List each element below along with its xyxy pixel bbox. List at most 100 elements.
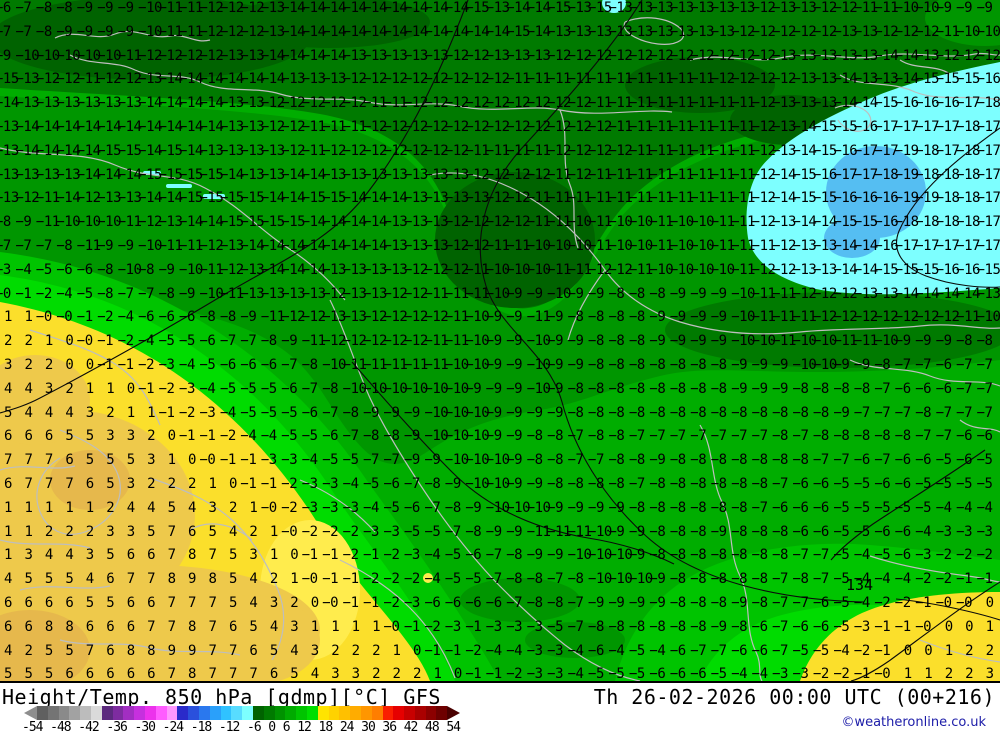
- temperature-value: −2: [813, 666, 829, 683]
- temperature-value: 7: [208, 547, 217, 564]
- temperature-value: −4: [260, 428, 277, 445]
- temperature-value: −11: [628, 166, 653, 183]
- temperature-value: −13: [485, 47, 510, 64]
- temperature-value: −8: [547, 595, 563, 611]
- temperature-value: −5: [444, 547, 461, 564]
- temperature-value: −6: [0, 0, 11, 16]
- temperature-value: −6: [731, 642, 748, 659]
- temperature-value: −6: [772, 499, 788, 516]
- temperature-value: −12: [363, 333, 387, 350]
- temperature-value: −8: [608, 380, 625, 397]
- temperature-value: −14: [322, 23, 346, 40]
- temperature-value: −11: [76, 238, 101, 254]
- temperature-value: −13: [219, 95, 244, 112]
- temperature-value: −5: [363, 476, 379, 492]
- temperature-value: 6: [44, 428, 53, 445]
- temperature-value: −13: [731, 0, 755, 16]
- temperature-value: −11: [465, 285, 490, 302]
- temperature-value: 1: [126, 404, 135, 421]
- temperature-value: −10: [404, 380, 428, 397]
- temperature-value: −12: [342, 71, 367, 88]
- temperature-value: −1: [138, 380, 154, 397]
- temperature-value: −14: [935, 285, 960, 302]
- temperature-value: −9: [567, 285, 584, 302]
- temperature-value: −15: [915, 261, 940, 278]
- temperature-value: −8: [833, 428, 850, 445]
- temperature-value: −12: [342, 95, 367, 112]
- copyright-link[interactable]: ©weatheronline.co.uk: [841, 715, 986, 730]
- temperature-value: −10: [976, 309, 1000, 326]
- temperature-value: −7: [792, 428, 809, 445]
- colorbar-cell: [350, 706, 361, 720]
- temperature-value: −9: [608, 499, 625, 516]
- temperature-value: 4: [4, 380, 12, 397]
- temperature-value: −9: [526, 404, 543, 421]
- temperature-value: −12: [935, 47, 960, 64]
- temperature-value: −8: [690, 618, 707, 635]
- temperature-colorbar: [24, 706, 461, 720]
- temperature-value: −12: [649, 47, 674, 64]
- temperature-value: −11: [751, 309, 776, 326]
- temperature-value: −9: [506, 523, 523, 540]
- temperature-value: −10: [526, 499, 551, 516]
- temperature-value: −10: [690, 214, 715, 231]
- colorbar-tick: 12: [297, 720, 312, 735]
- temperature-value: −3: [404, 547, 420, 564]
- temperature-value: 4: [24, 404, 33, 421]
- temperature-value: −11: [199, 261, 224, 278]
- colorbar-cell: [436, 706, 448, 720]
- temperature-value: −9: [833, 357, 850, 373]
- colorbar-cell: [69, 706, 81, 720]
- colorbar-right-arrow-icon: [447, 706, 461, 720]
- temperature-value: −3: [158, 357, 175, 373]
- temperature-value: −13: [772, 142, 796, 159]
- temperature-value: −13: [833, 47, 858, 64]
- temperature-value: −14: [792, 214, 817, 231]
- temperature-value: −7: [628, 476, 645, 492]
- temperature-value: −7: [404, 476, 420, 492]
- temperature-value: −8: [628, 499, 645, 516]
- temperature-value: −6: [444, 595, 461, 611]
- colorbar-cell: [220, 706, 232, 720]
- temperature-value: −11: [567, 523, 592, 540]
- temperature-value: 5: [85, 452, 94, 469]
- temperature-value: −7: [710, 428, 727, 445]
- temperature-value: −5: [976, 476, 993, 492]
- temperature-value: −10: [813, 333, 837, 350]
- temperature-value: −8: [772, 452, 788, 469]
- temperature-value: −7: [15, 238, 32, 254]
- temperature-value: −13: [649, 0, 674, 16]
- temperature-value: −13: [608, 23, 633, 40]
- temperature-value: −9: [915, 333, 932, 350]
- temperature-value: −11: [526, 190, 551, 207]
- temperature-value: −10: [751, 333, 776, 350]
- temperature-value: −4: [853, 571, 870, 588]
- temperature-value: −9: [690, 309, 707, 326]
- temperature-value: −11: [649, 95, 674, 112]
- temperature-value: −8: [588, 618, 604, 635]
- temperature-value: −9: [97, 238, 114, 254]
- temperature-value: −3: [485, 618, 502, 635]
- temperature-value: −8: [526, 571, 543, 588]
- temperature-value: −14: [465, 23, 490, 40]
- temperature-value: 3: [126, 476, 135, 492]
- temperature-value: −2: [281, 499, 298, 516]
- temperature-value: −14: [874, 47, 899, 64]
- temperature-value: 4: [188, 499, 196, 516]
- temperature-value: −15: [281, 214, 306, 231]
- temperature-value: −11: [669, 119, 694, 135]
- temperature-value: −11: [956, 309, 980, 326]
- temperature-value: −13: [15, 166, 40, 183]
- temperature-value: −8: [751, 595, 768, 611]
- temperature-value: 2: [167, 476, 176, 492]
- temperature-value: 1: [290, 571, 299, 588]
- temperature-value: −3: [281, 452, 298, 469]
- colorbar-cell: [90, 706, 102, 720]
- temperature-value: −8: [97, 261, 114, 278]
- temperature-value: −18: [874, 166, 899, 183]
- temperature-value: −17: [874, 119, 899, 135]
- temperature-value: −11: [731, 214, 755, 231]
- temperature-value: 3: [106, 428, 115, 445]
- colorbar-tick: 0: [268, 720, 276, 735]
